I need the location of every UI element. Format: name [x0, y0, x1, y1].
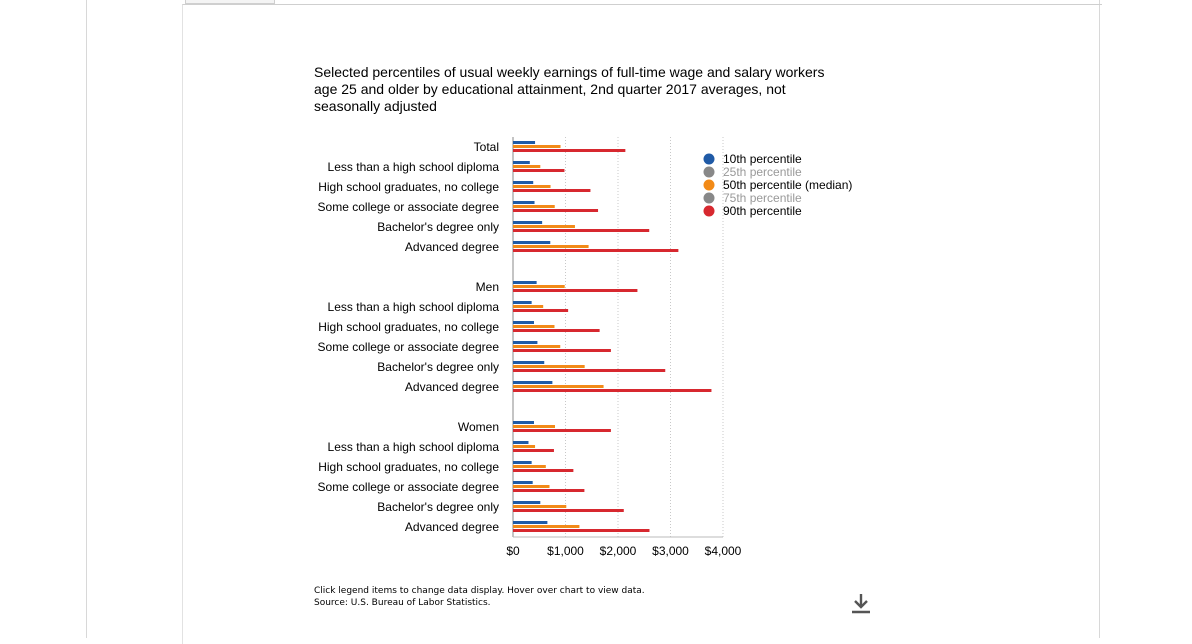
tab-stub[interactable] [185, 0, 275, 4]
bar-90th-percentile[interactable] [513, 529, 650, 532]
bar-90th-percentile[interactable] [513, 209, 599, 212]
legend-item[interactable]: 25th percentile [723, 165, 802, 179]
x-tick-label: $3,000 [652, 544, 689, 558]
legend-item[interactable]: 75th percentile [723, 191, 802, 205]
legend-marker[interactable] [703, 205, 715, 217]
category-label: Advanced degree [405, 380, 499, 394]
chart-svg[interactable]: $0 $1,000 $2,000 $3,000 $4,000 Total Less than… [0, 0, 1192, 616]
bar-10th-percentile[interactable] [513, 481, 533, 484]
category-label: Total [474, 140, 499, 154]
legend-marker[interactable] [703, 166, 715, 178]
bar-10th-percentile[interactable] [513, 161, 530, 164]
bar-50th-percentile-median[interactable] [513, 365, 585, 368]
bar-90th-percentile[interactable] [513, 169, 565, 172]
bar-10th-percentile[interactable] [513, 301, 532, 304]
category-label: Some college or associate degree [318, 480, 500, 494]
bar-90th-percentile[interactable] [513, 369, 666, 372]
bar-50th-percentile-median[interactable] [513, 525, 580, 528]
bar-90th-percentile[interactable] [513, 469, 574, 472]
bar-50th-percentile-median[interactable] [513, 505, 567, 508]
bar-10th-percentile[interactable] [513, 361, 545, 364]
category-label: Less than a high school diploma [328, 440, 500, 454]
bar-90th-percentile[interactable] [513, 229, 650, 232]
bar-90th-percentile[interactable] [513, 489, 585, 492]
x-tick-label: $4,000 [705, 544, 742, 558]
bar-50th-percentile-median[interactable] [513, 445, 536, 448]
bar-90th-percentile[interactable] [513, 509, 624, 512]
category-label: Advanced degree [405, 240, 499, 254]
bar-50th-percentile-median[interactable] [513, 305, 544, 308]
bar-90th-percentile[interactable] [513, 309, 569, 312]
bar-90th-percentile[interactable] [513, 249, 679, 252]
bar-50th-percentile-median[interactable] [513, 205, 555, 208]
bar-50th-percentile-median[interactable] [513, 485, 550, 488]
content-panel [86, 0, 1100, 638]
bar-90th-percentile[interactable] [513, 449, 554, 452]
bar-10th-percentile[interactable] [513, 141, 536, 144]
legend-marker[interactable] [703, 179, 715, 191]
bar-50th-percentile-median[interactable] [513, 325, 555, 328]
category-label: High school graduates, no college [318, 180, 499, 194]
bar-50th-percentile-median[interactable] [513, 425, 555, 428]
bar-10th-percentile[interactable] [513, 321, 534, 324]
bar-90th-percentile[interactable] [513, 429, 611, 432]
bar-50th-percentile-median[interactable] [513, 145, 561, 148]
category-label: Men [476, 280, 499, 294]
legend-item[interactable]: 90th percentile [723, 204, 802, 218]
bar-10th-percentile[interactable] [513, 281, 537, 284]
bar-90th-percentile[interactable] [513, 149, 626, 152]
bar-50th-percentile-median[interactable] [513, 285, 565, 288]
bar-50th-percentile-median[interactable] [513, 185, 551, 188]
legend-marker[interactable] [703, 153, 715, 165]
bar-90th-percentile[interactable] [513, 289, 638, 292]
category-label: Women [458, 420, 499, 434]
legend-marker[interactable] [703, 192, 715, 204]
category-label: Advanced degree [405, 520, 499, 534]
bar-90th-percentile[interactable] [513, 389, 712, 392]
chart-title: Selected percentiles of usual weekly ear… [314, 64, 825, 114]
category-label: High school graduates, no college [318, 460, 499, 474]
category-label: Bachelor's degree only [377, 220, 499, 234]
bar-90th-percentile[interactable] [513, 349, 611, 352]
bar-10th-percentile[interactable] [513, 421, 534, 424]
category-label: Bachelor's degree only [377, 360, 499, 374]
bar-10th-percentile[interactable] [513, 441, 529, 444]
chart-source: Source: U.S. Bureau of Labor Statistics. [314, 598, 491, 608]
download-icon [852, 594, 870, 614]
bar-10th-percentile[interactable] [513, 461, 532, 464]
bar-10th-percentile[interactable] [513, 381, 553, 384]
category-label: Bachelor's degree only [377, 500, 499, 514]
bar-10th-percentile[interactable] [513, 221, 543, 224]
category-label: High school graduates, no college [318, 320, 499, 334]
bar-10th-percentile[interactable] [513, 501, 541, 504]
footnotes: Click legend items to change data displa… [314, 585, 645, 609]
bar-10th-percentile[interactable] [513, 341, 538, 344]
bar-50th-percentile-median[interactable] [513, 385, 604, 388]
bar-10th-percentile[interactable] [513, 181, 534, 184]
bar-50th-percentile-median[interactable] [513, 345, 561, 348]
chart-instructions: Click legend items to change data displa… [314, 586, 645, 596]
legend-item[interactable]: 50th percentile (median) [723, 178, 852, 192]
bar-90th-percentile[interactable] [513, 189, 591, 192]
category-label: Some college or associate degree [318, 200, 500, 214]
category-label: Less than a high school diploma [328, 160, 500, 174]
download-button[interactable] [848, 590, 874, 616]
bar-50th-percentile-median[interactable] [513, 465, 546, 468]
x-tick-label: $1,000 [547, 544, 584, 558]
x-tick-label: $0 [506, 544, 520, 558]
category-label: Some college or associate degree [318, 340, 500, 354]
bar-50th-percentile-median[interactable] [513, 225, 575, 228]
bar-50th-percentile-median[interactable] [513, 245, 589, 248]
legend-item[interactable]: 10th percentile [723, 152, 802, 166]
bar-10th-percentile[interactable] [513, 201, 535, 204]
x-tick-label: $2,000 [600, 544, 637, 558]
category-label: Less than a high school diploma [328, 300, 500, 314]
bar-50th-percentile-median[interactable] [513, 165, 541, 168]
bar-10th-percentile[interactable] [513, 241, 551, 244]
bar-90th-percentile[interactable] [513, 329, 600, 332]
chart-frame [182, 4, 1102, 644]
bar-10th-percentile[interactable] [513, 521, 548, 524]
